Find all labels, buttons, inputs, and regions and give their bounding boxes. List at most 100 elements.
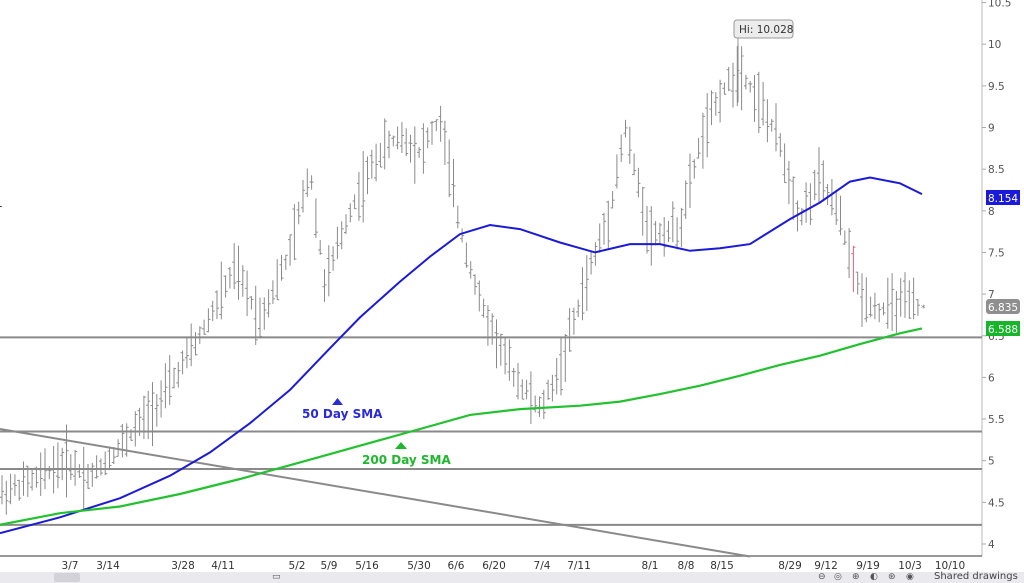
- price-bar: [640, 186, 645, 236]
- price-bar: [107, 446, 112, 469]
- price-bar: [361, 151, 366, 223]
- price-bar: [369, 149, 374, 179]
- y-tick-label: 9: [988, 123, 995, 135]
- sma-200-badge-text: 6.588: [988, 324, 1018, 336]
- price-bar: [270, 280, 275, 304]
- price-bar: [442, 120, 447, 165]
- price-bar: [662, 217, 667, 257]
- price-bar: [915, 299, 920, 316]
- price-bar: [262, 297, 267, 330]
- price-bar: [34, 466, 39, 488]
- price-bar: [288, 234, 293, 266]
- draw-icon[interactable]: ◐: [870, 572, 878, 582]
- price-bar: [154, 394, 159, 427]
- price-bar: [709, 90, 714, 126]
- price-bar: [193, 332, 198, 356]
- price-bar: [124, 423, 129, 457]
- price-bar: [309, 175, 314, 190]
- high-value-text: Hi: 10.028: [739, 24, 793, 36]
- price-bar: [455, 205, 460, 229]
- price-bar: [468, 261, 473, 279]
- price-bar: [670, 201, 675, 243]
- price-bar: [197, 326, 202, 344]
- price-bar: [245, 270, 250, 317]
- price-bar: [825, 183, 830, 206]
- price-bar: [477, 280, 482, 312]
- price-bar: [86, 464, 90, 489]
- price-bar: [335, 226, 340, 260]
- price-bar: [365, 156, 370, 195]
- price-bar: [73, 449, 78, 486]
- price-bar: [77, 464, 82, 478]
- x-tick-label: 5/2: [289, 560, 306, 572]
- price-bar: [692, 159, 697, 179]
- price-bar: [503, 336, 508, 375]
- x-tick-label: 3/28: [171, 560, 195, 572]
- price-bar: [249, 296, 254, 310]
- price-bar: [877, 303, 882, 323]
- x-tick-label: 3/14: [96, 560, 120, 572]
- price-bar: [860, 273, 864, 328]
- price-bar: [653, 221, 658, 246]
- price-bar: [0, 475, 4, 505]
- last-price-badge-text: 6.835: [988, 302, 1018, 314]
- high-label: Hi: 10.028: [733, 19, 794, 44]
- zoom-out-icon[interactable]: ⊖: [818, 572, 826, 582]
- price-bar: [339, 221, 344, 250]
- y-tick-label: 4: [988, 539, 995, 551]
- scroll-left-icon[interactable]: ▭: [272, 572, 281, 582]
- price-bar: [258, 297, 262, 339]
- price-bar: [881, 302, 886, 316]
- toolbar-button[interactable]: [54, 573, 80, 582]
- price-bar: [907, 280, 912, 319]
- price-bar: [305, 168, 310, 197]
- chart-toolbar: ▭ ⊖ ◎ ⊕ ◐ ⊛ ◉ Shared drawings: [0, 571, 1024, 583]
- price-bar: [51, 445, 56, 494]
- price-bar: [176, 361, 181, 388]
- x-tick-label: 8/1: [642, 560, 659, 572]
- sma-200-marker: [395, 442, 407, 449]
- price-bar: [292, 204, 297, 261]
- x-tick-label: 8/8: [678, 560, 695, 572]
- price-bar: [60, 447, 65, 481]
- price-bar: [606, 200, 611, 250]
- price-bar: [554, 357, 559, 395]
- y-tick-label: 7.5: [988, 247, 1005, 259]
- price-bar: [761, 81, 766, 126]
- price-bar: [279, 255, 284, 281]
- price-bar: [898, 278, 903, 317]
- price-bar: [206, 308, 211, 333]
- price-bar: [322, 269, 327, 302]
- price-bar: [743, 74, 748, 90]
- price-bar: [498, 333, 503, 366]
- price-bar: [584, 255, 589, 311]
- price-bar: [184, 338, 189, 369]
- price-bar: [713, 92, 718, 116]
- price-bar: [430, 121, 434, 145]
- price-bar: [331, 246, 336, 271]
- zoom-fit-icon[interactable]: ◎: [834, 572, 842, 582]
- price-bar: [786, 160, 791, 205]
- camera-icon[interactable]: ◉: [906, 572, 914, 582]
- price-bar: [649, 206, 654, 266]
- price-bar: [516, 363, 520, 400]
- price-bar: [563, 333, 568, 382]
- price-bar: [129, 429, 133, 441]
- price-bar: [473, 274, 477, 295]
- price-bar: [567, 308, 572, 352]
- price-bar: [666, 220, 671, 243]
- price-bar: [464, 242, 469, 268]
- y-tick-label: 5.5: [988, 414, 1005, 426]
- sma-50-badge-text: 8.154: [988, 193, 1018, 205]
- price-bar: [412, 126, 417, 184]
- price-bar: [829, 179, 834, 216]
- price-bar: [382, 118, 387, 170]
- pin-icon[interactable]: ⊕: [852, 572, 860, 582]
- price-bar: [739, 46, 744, 111]
- price-bar: [103, 451, 108, 476]
- x-axis: 3/7 3/14 3/28 4/11 5/2 5/9 5/16 5/30 6/6 6/20 7/4 7…: [62, 560, 966, 572]
- shared-drawings-label[interactable]: Shared drawings: [934, 571, 1018, 582]
- share-icon[interactable]: ⊛: [888, 572, 896, 582]
- price-bar: [541, 389, 546, 420]
